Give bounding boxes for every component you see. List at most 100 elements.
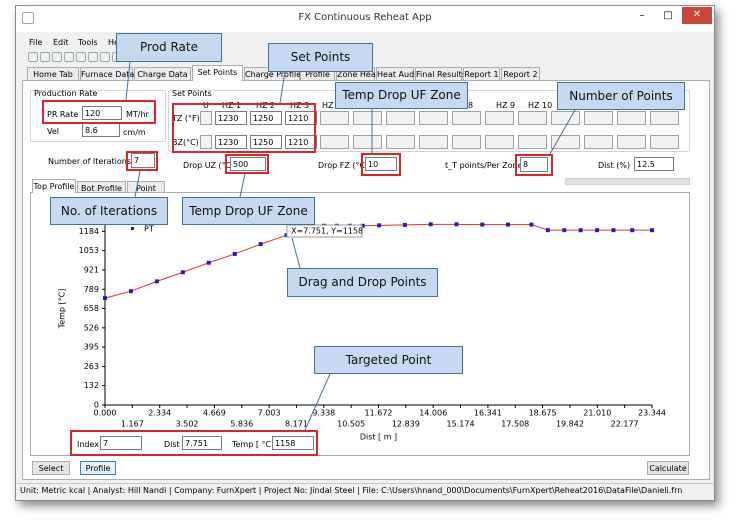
legend-label: PT — [144, 225, 154, 234]
input[interactable] — [419, 111, 448, 125]
dist-input[interactable]: 12.5 — [634, 157, 674, 171]
drop-uz-input[interactable]: 500 — [230, 157, 266, 171]
label: Drop UZ (°C — [183, 161, 232, 170]
column-header: HZ — [322, 101, 334, 110]
toolbar-icon[interactable] — [64, 52, 74, 62]
toolbar-icon[interactable] — [28, 52, 38, 62]
x-tick-label: 8.171 — [285, 420, 308, 429]
column-header: 8 — [468, 101, 474, 110]
menu-item[interactable]: Edit — [53, 38, 69, 47]
y-tick-label: 395 — [84, 343, 99, 352]
points-select[interactable]: 8 — [520, 157, 548, 172]
callout-pointer — [239, 173, 246, 198]
tab[interactable]: Final Results — [415, 67, 466, 81]
column-header: HZ 10 — [528, 101, 553, 110]
iterations-spinner[interactable]: 7 — [131, 153, 155, 168]
point — [529, 222, 534, 227]
tab[interactable]: Furnace Data — [80, 67, 134, 81]
set-point-input[interactable]: 1210 — [285, 135, 317, 149]
x-tick-label: 11.672 — [365, 409, 393, 418]
point — [180, 270, 185, 275]
callout: Prod Rate — [116, 33, 222, 62]
x-tick-label: 2.334 — [148, 409, 171, 418]
button[interactable]: Calculate — [647, 461, 689, 475]
y-tick-label: 921 — [84, 265, 99, 274]
button[interactable]: Select — [32, 461, 70, 475]
input[interactable] — [353, 135, 382, 149]
tab[interactable]: Set Points — [192, 65, 243, 81]
toolbar-icon[interactable] — [52, 52, 62, 62]
input[interactable] — [452, 111, 481, 125]
x-tick-label: 10.505 — [337, 420, 365, 429]
menu-item[interactable]: File — [29, 38, 43, 47]
point — [630, 228, 635, 233]
toolbar-icon[interactable] — [40, 52, 50, 62]
input[interactable] — [200, 111, 212, 125]
input[interactable] — [419, 135, 448, 149]
status-bar: Unit: Metric kcal | Analyst: Hill Nandi … — [16, 483, 714, 499]
legend-marker — [131, 227, 134, 230]
close-button[interactable]: ✕ — [682, 7, 712, 24]
label: Index — [77, 440, 100, 449]
input[interactable] — [386, 111, 415, 125]
toolbar-icon[interactable] — [100, 52, 110, 62]
input[interactable] — [518, 135, 547, 149]
input[interactable] — [584, 135, 613, 149]
unit: MT/hr — [126, 110, 149, 119]
menu-item[interactable]: Tools — [78, 38, 98, 47]
point — [578, 228, 583, 233]
input[interactable] — [650, 135, 679, 149]
point — [506, 222, 511, 227]
set-point-input[interactable]: 1230 — [215, 111, 247, 125]
set-point-input[interactable]: 1250 — [250, 111, 282, 125]
chart-tab[interactable]: Bot Profile — [77, 181, 126, 193]
pr-rate-input[interactable]: 120 — [82, 106, 122, 120]
label: Temp [ °C ] — [232, 440, 277, 449]
scroll-bar[interactable] — [565, 178, 690, 185]
point — [360, 223, 365, 228]
button[interactable]: Profile — [80, 461, 116, 475]
input[interactable] — [485, 135, 514, 149]
point — [377, 223, 382, 228]
tab[interactable]: Home Tab — [27, 67, 79, 81]
x-tick-label: 16.341 — [474, 409, 502, 418]
callout: No. of Iterations — [50, 197, 168, 225]
tab[interactable]: Report 2 — [501, 67, 540, 81]
temp-input[interactable]: 1158 — [272, 436, 314, 450]
tab[interactable]: Heat Audit — [376, 67, 420, 81]
point — [232, 251, 237, 256]
x-tick-label: 7.003 — [258, 409, 281, 418]
input[interactable] — [452, 135, 481, 149]
set-point-input[interactable]: 1250 — [250, 135, 282, 149]
input[interactable] — [320, 111, 349, 125]
minimize-button[interactable]: – — [639, 10, 645, 21]
tab[interactable]: Charge Data — [134, 67, 191, 81]
set-point-input[interactable]: 1210 — [285, 111, 317, 125]
input[interactable] — [320, 135, 349, 149]
toolbar-icon[interactable] — [76, 52, 86, 62]
label: Number of Iterations — [48, 157, 132, 166]
drop-fz-input[interactable]: 10 — [365, 157, 397, 171]
input[interactable] — [518, 111, 547, 125]
input[interactable] — [353, 111, 382, 125]
point — [595, 228, 600, 233]
toolbar-icon[interactable] — [88, 52, 98, 62]
input[interactable] — [617, 135, 646, 149]
input[interactable] — [584, 111, 613, 125]
x-tick-label: 22.177 — [611, 420, 639, 429]
highlight-box — [361, 153, 401, 176]
tab[interactable]: Report 1 — [463, 67, 500, 81]
index-input[interactable]: 7 — [100, 436, 142, 450]
input[interactable] — [650, 111, 679, 125]
highlight-box — [515, 154, 553, 176]
column-header: U — [203, 101, 209, 110]
input[interactable] — [200, 135, 212, 149]
dist-input[interactable]: 7.751 — [182, 436, 222, 450]
set-point-input[interactable]: 1230 — [215, 135, 247, 149]
input[interactable] — [485, 111, 514, 125]
chart-tab[interactable]: Top Profile — [32, 179, 76, 193]
input[interactable] — [386, 135, 415, 149]
input[interactable] — [617, 111, 646, 125]
maximize-button[interactable]: □ — [663, 10, 673, 21]
